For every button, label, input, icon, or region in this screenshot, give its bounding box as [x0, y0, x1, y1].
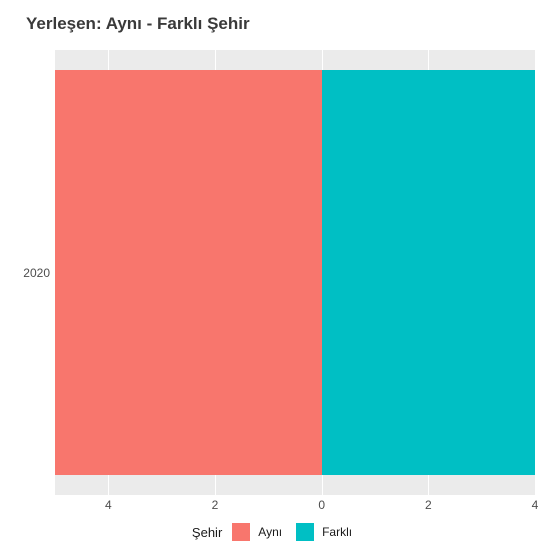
chart-container: Yerleşen: Aynı - Farklı Şehir 2020 4 2 0 2 4… [0, 0, 550, 550]
legend-label-ayni: Aynı [258, 525, 282, 539]
x-tick: 4 [105, 498, 112, 512]
gridline-v [535, 50, 536, 495]
bar-ayni [55, 70, 322, 475]
legend-swatch-ayni [232, 523, 250, 541]
legend: Şehir Aynı Farklı [0, 523, 550, 541]
bar-farkli [322, 70, 535, 475]
plot-panel [55, 50, 535, 495]
legend-title: Şehir [192, 525, 222, 540]
legend-swatch-farkli [296, 523, 314, 541]
x-tick: 2 [212, 498, 219, 512]
x-tick: 4 [532, 498, 539, 512]
chart-title: Yerleşen: Aynı - Farklı Şehir [26, 14, 250, 34]
x-tick: 2 [425, 498, 432, 512]
x-tick: 0 [318, 498, 325, 512]
y-tick-2020: 2020 [0, 266, 50, 280]
legend-label-farkli: Farklı [322, 525, 352, 539]
